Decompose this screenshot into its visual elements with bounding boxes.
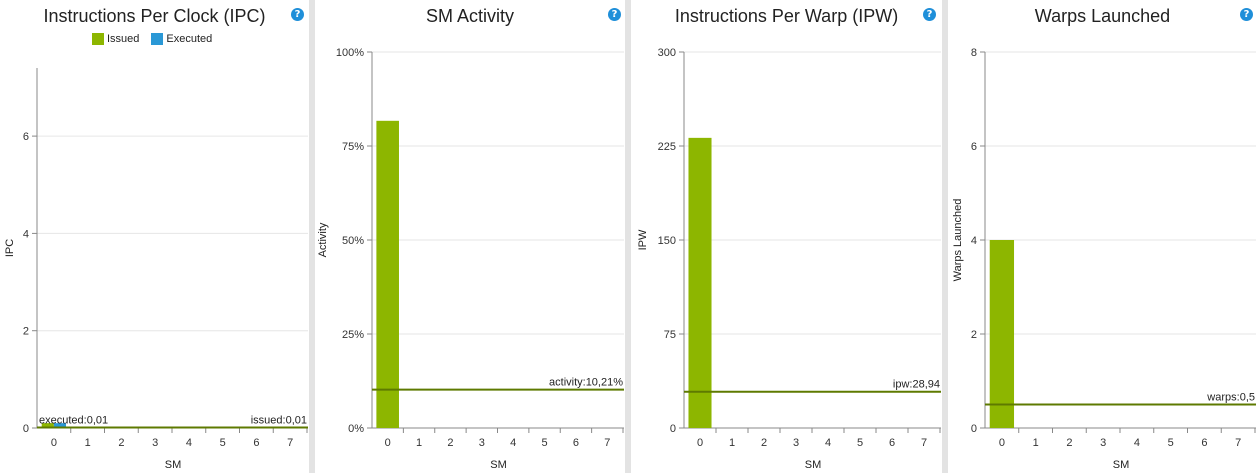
y-tick-label: 150 <box>658 235 676 247</box>
chart-title: Instructions Per Clock (IPC) <box>43 6 266 26</box>
y-tick-label: 25% <box>342 329 364 341</box>
x-axis-label: SM <box>490 459 507 471</box>
x-tick-label: 1 <box>416 437 422 449</box>
legend-label-executed: Executed <box>166 33 213 45</box>
panel-separator <box>309 0 315 473</box>
y-tick-label: 75 <box>664 329 676 341</box>
x-tick-label: 5 <box>220 437 226 449</box>
legend-item-executed[interactable]: Executed <box>151 33 212 45</box>
y-tick-label: 6 <box>971 141 977 153</box>
y-tick-label: 225 <box>658 141 676 153</box>
reference-line-label: ipw:28,94 <box>893 379 940 391</box>
bar <box>989 240 1015 428</box>
help-icon[interactable]: ? <box>1240 8 1253 21</box>
legend-swatch-executed <box>151 33 164 45</box>
x-axis-label: SM <box>805 459 822 471</box>
x-tick-label: 5 <box>1168 437 1174 449</box>
y-axis-label: IPW <box>637 229 649 250</box>
x-tick-label: 4 <box>1134 437 1140 449</box>
x-tick-label: 2 <box>1066 437 1072 449</box>
y-axis-label: Warps Launched <box>952 199 964 282</box>
chart-panel-ipw: Instructions Per Warp (IPW) ? 0 75 150 225 3… <box>631 0 942 473</box>
chart-title: Instructions Per Warp (IPW) <box>674 6 899 26</box>
x-tick-label: 2 <box>761 437 767 449</box>
x-tick-label: 3 <box>793 437 799 449</box>
help-icon[interactable]: ? <box>291 8 304 21</box>
chart-panel-ipc: Instructions Per Clock (IPC) ? Issued Ex… <box>0 0 309 473</box>
x-tick-label: 6 <box>573 437 579 449</box>
legend-swatch-issued <box>92 33 104 45</box>
chart-title: Warps Launched <box>1034 6 1171 26</box>
reference-line-label: executed:0,01 <box>39 415 108 427</box>
x-tick-label: 1 <box>729 437 735 449</box>
y-tick-label: 300 <box>658 47 676 59</box>
y-tick-label: 100% <box>336 47 364 59</box>
y-tick-label: 8 <box>971 47 977 59</box>
y-tick-label: 0 <box>971 423 977 435</box>
x-tick-label: 3 <box>479 437 485 449</box>
y-axis-label: IPC <box>4 239 16 257</box>
x-tick-label: 7 <box>1235 437 1241 449</box>
y-tick-label: 2 <box>23 326 29 338</box>
y-axis-label: Activity <box>317 222 329 257</box>
x-tick-label: 4 <box>510 437 516 449</box>
bar <box>688 137 712 428</box>
y-tick-label: 2 <box>971 329 977 341</box>
help-icon[interactable]: ? <box>608 8 621 21</box>
x-tick-label: 3 <box>152 437 158 449</box>
y-tick-label: 0 <box>670 423 676 435</box>
reference-line-label: issued:0,01 <box>251 415 307 427</box>
x-tick-label: 5 <box>542 437 548 449</box>
bar <box>41 423 54 428</box>
warps-launched-chart: 0 2 4 6 8 0 1 2 3 4 5 6 7 warps:0,5 SM Warps Launched <box>952 47 1256 471</box>
x-tick-label: 0 <box>51 437 57 449</box>
y-tick-label: 50% <box>342 235 364 247</box>
reference-line-label: activity:10,21% <box>549 377 623 389</box>
y-tick-label: 0% <box>348 423 364 435</box>
y-tick-label: 0 <box>23 423 29 435</box>
legend-item-issued[interactable]: Issued <box>92 33 139 45</box>
x-axis-label: SM <box>1113 459 1130 471</box>
panel-separator <box>942 0 948 473</box>
ipw-chart: 0 75 150 225 300 0 1 2 3 4 5 6 7 ipw:28,94 SM IPW <box>637 47 941 471</box>
x-tick-label: 0 <box>697 437 703 449</box>
x-tick-label: 3 <box>1100 437 1106 449</box>
sm-activity-chart: 0% 25% 50% 75% 100% 0 1 2 3 4 5 6 7 activity:10,21% SM… <box>317 47 624 471</box>
x-tick-label: 1 <box>1033 437 1039 449</box>
x-tick-label: 7 <box>921 437 927 449</box>
bar <box>376 120 399 429</box>
reference-line-label: warps:0,5 <box>1206 392 1255 404</box>
x-tick-label: 2 <box>118 437 124 449</box>
x-tick-label: 1 <box>85 437 91 449</box>
help-icon[interactable]: ? <box>923 8 936 21</box>
x-tick-label: 4 <box>825 437 831 449</box>
x-tick-label: 4 <box>186 437 192 449</box>
x-tick-label: 5 <box>857 437 863 449</box>
bar <box>53 423 67 428</box>
y-tick-label: 75% <box>342 141 364 153</box>
x-tick-label: 6 <box>1201 437 1207 449</box>
x-tick-label: 6 <box>253 437 259 449</box>
chart-panel-sm-activity: SM Activity ? 0% 25% 50% 75% 100% 0 1 2 3 4 5 6 7 act… <box>315 0 625 473</box>
legend-label-issued: Issued <box>107 33 140 45</box>
x-tick-label: 7 <box>287 437 293 449</box>
x-tick-label: 7 <box>604 437 610 449</box>
x-tick-label: 2 <box>447 437 453 449</box>
x-tick-label: 0 <box>385 437 391 449</box>
y-tick-label: 6 <box>23 131 29 143</box>
y-tick-label: 4 <box>23 228 29 240</box>
x-tick-label: 0 <box>999 437 1005 449</box>
ipc-chart: 0 2 4 6 0 1 2 3 4 5 6 7 executed:0,01 issued:0,01 SM IP… <box>4 68 308 471</box>
panel-separator <box>625 0 631 473</box>
x-axis-label: SM <box>165 459 182 471</box>
y-tick-label: 4 <box>971 235 977 247</box>
chart-legend: Issued Executed <box>92 33 212 45</box>
chart-title: SM Activity <box>425 6 514 26</box>
chart-panel-warps-launched: Warps Launched ? 0 2 4 6 8 0 1 2 3 4 5 6 7 warps:0,5 S… <box>948 0 1257 473</box>
x-tick-label: 6 <box>889 437 895 449</box>
